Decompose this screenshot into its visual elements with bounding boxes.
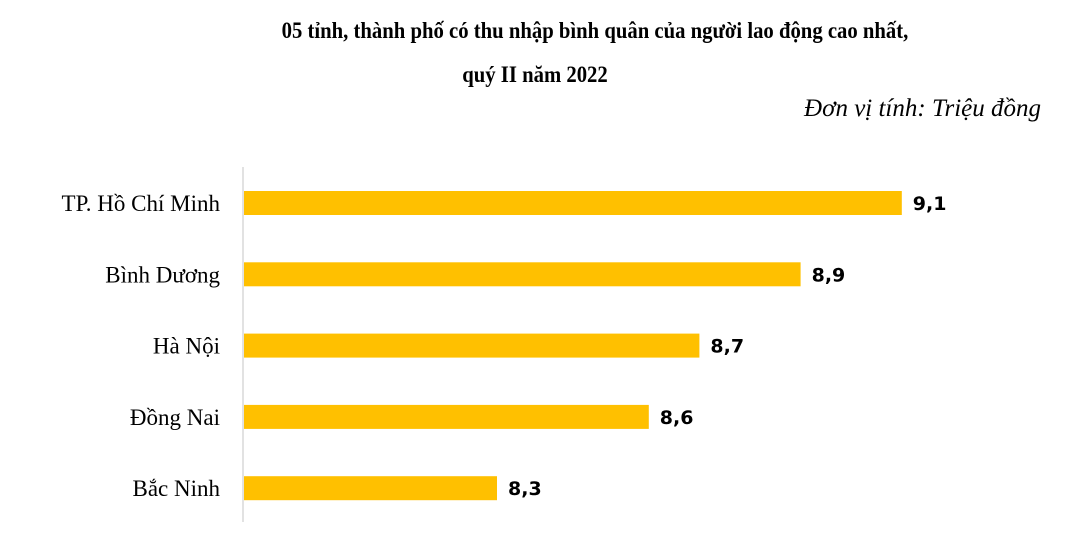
unit-note: Đơn vị tính: Triệu đồng (804, 95, 1041, 122)
chart-subtitle: quý II năm 2022 (462, 62, 608, 87)
category-label: Bình Dương (105, 262, 220, 287)
data-label: 8,9 (812, 264, 846, 286)
data-label: 8,7 (710, 336, 744, 358)
bar (244, 404, 649, 429)
bar (244, 476, 497, 501)
bar (244, 262, 801, 287)
data-label: 8,3 (508, 478, 542, 500)
data-label: 9,1 (913, 193, 947, 215)
category-label: Hà Nội (153, 334, 220, 359)
bar (244, 191, 902, 215)
category-label: Bắc Ninh (132, 476, 220, 501)
data-label: 8,6 (660, 407, 694, 429)
bar (244, 333, 700, 358)
category-label: Đồng Nai (130, 405, 220, 430)
chart-title: 05 tỉnh, thành phố có thu nhập bình quân… (281, 18, 909, 43)
category-label: TP. Hồ Chí Minh (62, 191, 221, 216)
